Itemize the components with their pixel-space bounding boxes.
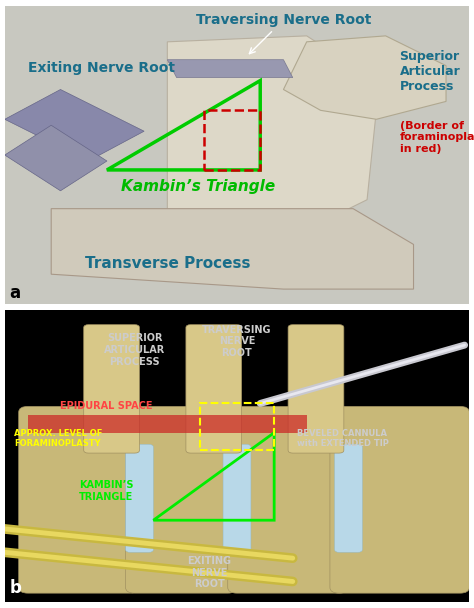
Text: a: a xyxy=(9,284,20,302)
Text: Exiting Nerve Root: Exiting Nerve Root xyxy=(28,61,175,75)
FancyBboxPatch shape xyxy=(28,415,307,433)
FancyBboxPatch shape xyxy=(223,444,251,552)
FancyBboxPatch shape xyxy=(228,406,348,593)
Bar xyxy=(204,111,260,170)
Text: APPROX. LEVEL OF
FORAMINOPLASTY: APPROX. LEVEL OF FORAMINOPLASTY xyxy=(14,429,102,448)
Polygon shape xyxy=(51,209,413,289)
FancyBboxPatch shape xyxy=(18,406,139,593)
FancyBboxPatch shape xyxy=(186,325,242,453)
Text: Transverse Process: Transverse Process xyxy=(84,256,250,271)
FancyBboxPatch shape xyxy=(330,406,469,593)
FancyBboxPatch shape xyxy=(84,325,139,453)
FancyBboxPatch shape xyxy=(126,444,154,552)
Text: KAMBIN’S
TRIANGLE: KAMBIN’S TRIANGLE xyxy=(79,480,134,502)
Text: TRAVERSING
NERVE
ROOT: TRAVERSING NERVE ROOT xyxy=(202,325,272,358)
FancyBboxPatch shape xyxy=(288,325,344,453)
Text: Traversing Nerve Root: Traversing Nerve Root xyxy=(196,13,371,54)
Polygon shape xyxy=(283,36,446,119)
Text: EXITING
NERVE
ROOT: EXITING NERVE ROOT xyxy=(187,556,231,589)
Bar xyxy=(200,404,274,450)
Text: (Border of
foraminoplasty
in red): (Border of foraminoplasty in red) xyxy=(400,120,474,154)
FancyBboxPatch shape xyxy=(5,6,469,304)
Text: BEVELED CANNULA
with EXTENDED TIP: BEVELED CANNULA with EXTENDED TIP xyxy=(297,429,389,448)
Text: EPIDURAL SPACE: EPIDURAL SPACE xyxy=(61,401,153,411)
Polygon shape xyxy=(5,89,144,161)
FancyBboxPatch shape xyxy=(5,310,469,602)
Text: Kambin’s Triangle: Kambin’s Triangle xyxy=(121,179,275,194)
Text: SUPERIOR
ARTICULAR
PROCESS: SUPERIOR ARTICULAR PROCESS xyxy=(104,333,165,367)
FancyBboxPatch shape xyxy=(335,444,363,552)
Text: b: b xyxy=(9,579,21,597)
Polygon shape xyxy=(167,36,376,230)
Polygon shape xyxy=(167,60,293,78)
Text: Superior
Articular
Process: Superior Articular Process xyxy=(400,50,460,93)
Polygon shape xyxy=(5,125,107,191)
FancyBboxPatch shape xyxy=(126,406,237,593)
